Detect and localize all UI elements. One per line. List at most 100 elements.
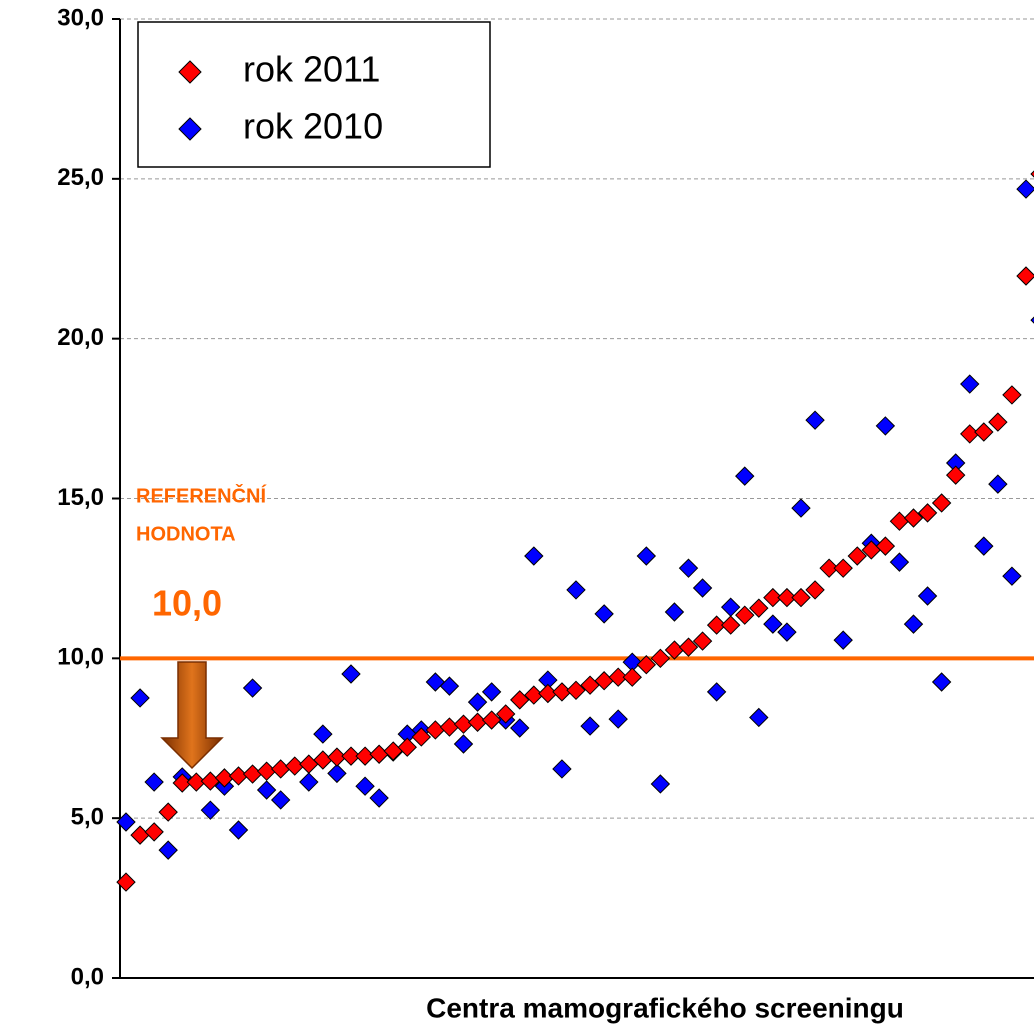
- point: [481, 682, 502, 702]
- point: [510, 718, 530, 738]
- point: [945, 465, 966, 485]
- legend-marker: [178, 60, 202, 84]
- y-tick-label: 15,0: [57, 484, 104, 511]
- point: [186, 772, 207, 792]
- point: [355, 776, 375, 796]
- point: [636, 546, 657, 566]
- y-tick-label: 10,0: [57, 644, 104, 671]
- arrow: [160, 661, 224, 770]
- point: [144, 772, 164, 792]
- y-tick-label: 0,0: [71, 963, 104, 990]
- point: [875, 416, 896, 436]
- point: [369, 788, 389, 808]
- point: [735, 466, 755, 486]
- point: [158, 840, 178, 860]
- point: [664, 602, 685, 622]
- point: [678, 637, 699, 657]
- point: [833, 630, 853, 650]
- point: [439, 676, 460, 696]
- point: [692, 578, 713, 598]
- point: [974, 536, 994, 556]
- point: [650, 774, 671, 794]
- y-tick-label: 5,0: [71, 804, 104, 831]
- point: [833, 558, 853, 578]
- point: [116, 812, 136, 832]
- legend: [137, 21, 491, 168]
- point: [172, 773, 192, 793]
- point: [988, 412, 1008, 432]
- point: [974, 422, 994, 442]
- point: [917, 503, 938, 523]
- point: [1030, 170, 1034, 178]
- y-tick-label: 20,0: [57, 324, 104, 351]
- point: [453, 734, 474, 754]
- point: [341, 746, 361, 766]
- point: [875, 536, 896, 556]
- point: [327, 763, 347, 784]
- point: [622, 667, 642, 687]
- point: [200, 800, 221, 820]
- point: [158, 802, 178, 822]
- legend-label: rok 2010: [243, 106, 383, 147]
- point: [467, 712, 488, 732]
- point: [1002, 385, 1022, 405]
- point: [1002, 566, 1022, 586]
- point: [931, 672, 952, 692]
- point: [749, 598, 769, 618]
- point: [791, 587, 811, 608]
- point: [1030, 316, 1034, 324]
- point: [510, 690, 530, 710]
- point: [411, 727, 432, 747]
- point: [313, 724, 333, 744]
- point: [650, 648, 671, 669]
- point: [706, 682, 727, 702]
- point: [903, 614, 924, 634]
- x-axis-title: Centra mamografického screeningu: [426, 992, 904, 1023]
- point: [988, 474, 1008, 494]
- point: [692, 631, 713, 651]
- point: [594, 604, 614, 624]
- point: [144, 822, 164, 842]
- point: [749, 707, 769, 728]
- point: [889, 552, 910, 572]
- point: [763, 587, 783, 608]
- point: [805, 580, 825, 600]
- point: [931, 493, 952, 513]
- point: [608, 667, 628, 687]
- point: [397, 737, 417, 757]
- point: [467, 692, 488, 712]
- point: [524, 546, 544, 566]
- point: [1016, 179, 1034, 199]
- point: [299, 772, 319, 792]
- point: [242, 764, 263, 784]
- point: [678, 558, 699, 578]
- y-tick-label: 30,0: [57, 4, 104, 31]
- point: [566, 680, 586, 701]
- point: [383, 741, 403, 761]
- point: [116, 872, 136, 892]
- point: [299, 754, 319, 774]
- point: [341, 664, 361, 684]
- legend-marker: [178, 117, 202, 141]
- point: [552, 759, 572, 779]
- point: [313, 750, 333, 770]
- point: [777, 587, 797, 608]
- reference-text: HODNOTA: [136, 523, 236, 545]
- point: [805, 410, 825, 430]
- point: [763, 614, 783, 634]
- point: [664, 640, 685, 660]
- legend-label: rok 2011: [243, 49, 380, 90]
- point: [327, 747, 347, 767]
- point: [960, 374, 980, 394]
- point: [819, 558, 839, 578]
- point: [495, 704, 516, 724]
- point: [608, 709, 628, 729]
- point: [917, 586, 938, 606]
- point: [130, 825, 150, 845]
- reference-label: 10,0: [152, 583, 222, 624]
- point: [270, 790, 291, 810]
- point: [256, 780, 277, 800]
- point: [735, 605, 755, 625]
- point: [566, 580, 586, 600]
